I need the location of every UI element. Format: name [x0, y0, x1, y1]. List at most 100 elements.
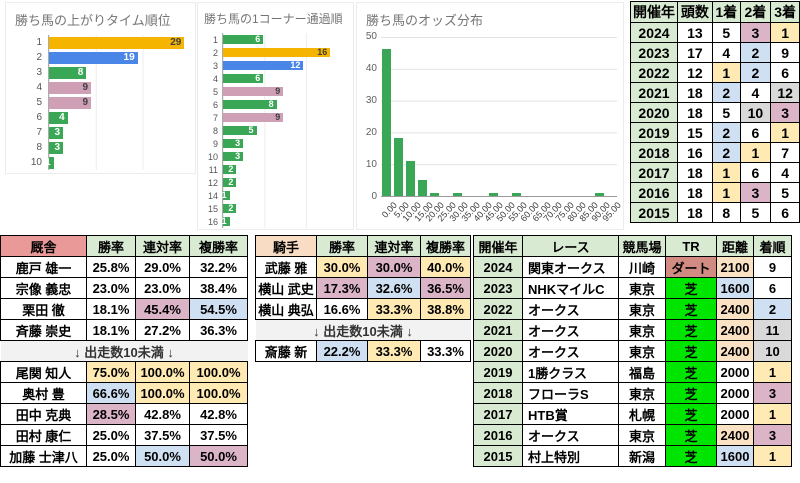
- column-header: TR: [665, 235, 717, 257]
- table-cell: 芝: [665, 382, 717, 404]
- bar-track: 5: [222, 124, 347, 137]
- table-cell: 2: [739, 62, 772, 83]
- table-cell: 36.5%: [420, 277, 471, 299]
- table-cell: 8: [711, 202, 741, 223]
- table-row: 栗田 徹 18.1% 45.4% 54.5%: [0, 298, 248, 320]
- table-cell: 川崎: [618, 256, 666, 278]
- histogram-slot: [405, 160, 417, 196]
- column-header: 競馬場: [618, 235, 666, 257]
- table-cell: 2022: [630, 62, 678, 83]
- bar-track: 9: [48, 95, 189, 110]
- table-cell: 斎藤 新: [255, 340, 317, 362]
- table-cell: 1: [711, 62, 741, 83]
- table-cell: 1: [753, 361, 792, 383]
- table-cell: 3: [770, 102, 800, 123]
- chart-title: 勝ち馬の上がりタイム順位: [15, 13, 171, 28]
- bar: 3: [223, 152, 244, 161]
- table-cell: フローラS: [522, 382, 619, 404]
- table-row: 斉藤 崇史 18.1% 27.2% 36.3%: [0, 319, 248, 341]
- column-header: 連対率: [135, 235, 190, 257]
- bar-track: 2: [222, 163, 347, 176]
- table-cell: 1: [753, 403, 792, 425]
- column-header: 厩舎: [0, 235, 87, 257]
- table-cell: 40.0%: [420, 256, 471, 278]
- table-cell: 1: [770, 22, 800, 43]
- table-cell: 新潟: [618, 445, 666, 467]
- column-header: 2着: [739, 1, 772, 23]
- bar-track: 9: [222, 111, 347, 124]
- histogram-bar: [512, 192, 522, 196]
- table-cell: 芝: [665, 298, 717, 320]
- table-row: 2016 18 1 3 5: [630, 182, 800, 203]
- jockey-stats-table: 騎手 勝率 連対率 複勝率 武藤 雅 30.0% 30.0% 40.0% 横山 武史 17.3% 3…: [255, 235, 471, 362]
- table-cell: 2: [753, 298, 792, 320]
- table-cell: 45.4%: [135, 298, 190, 320]
- bar-value-label: 9: [82, 81, 88, 93]
- chart-title: 勝ち馬の1コーナー通過順: [204, 12, 343, 26]
- table-row: 鹿戸 雄一 25.8% 29.0% 32.2%: [0, 256, 248, 278]
- bar-category-label: 10: [30, 157, 42, 168]
- histogram-bar: [594, 192, 604, 196]
- table-cell: 3: [739, 22, 772, 43]
- bar-category-label: 1: [212, 34, 218, 45]
- bar-track: 1: [45, 155, 189, 170]
- table-cell: 50.0%: [135, 445, 190, 467]
- header-row: 厩舎 勝率 連対率 複勝率: [0, 235, 248, 257]
- histogram-bar: [417, 180, 427, 196]
- table-row: 尾関 知人 75.0% 100.0% 100.0%: [0, 361, 248, 383]
- table-cell: オークス: [522, 298, 619, 320]
- table-row: 宗像 義忠 23.0% 23.0% 38.4%: [0, 277, 248, 299]
- table-cell: 13: [677, 22, 713, 43]
- table-cell: 3: [739, 182, 772, 203]
- table-cell: 横山 典弘: [255, 298, 317, 320]
- table-cell: 芝: [665, 424, 717, 446]
- table-cell: 東京: [618, 340, 666, 362]
- bar-category-label: 10: [207, 151, 218, 162]
- table-row: 武藤 雅 30.0% 30.0% 40.0%: [255, 256, 471, 278]
- table-cell: 12: [770, 82, 800, 103]
- table-cell: 32.6%: [367, 277, 421, 299]
- bar-track: 3: [222, 137, 347, 150]
- table-row: 2021 オークス 東京芝 2400 11: [473, 319, 792, 341]
- table-cell: 6: [770, 202, 800, 223]
- y-tick-label: 50: [365, 31, 377, 42]
- bar-category-label: 2: [36, 52, 42, 63]
- bar-category-label: 8: [212, 125, 218, 136]
- bar: 19: [49, 51, 138, 64]
- table-cell: 2016: [473, 424, 523, 446]
- table-cell: 9: [753, 256, 792, 278]
- table-cell: 1600: [716, 445, 754, 467]
- column-header: 距離: [716, 235, 754, 257]
- table-cell: 30.0%: [367, 256, 421, 278]
- bar-track: 1: [222, 189, 347, 202]
- bar-track: 19: [48, 50, 189, 65]
- table-cell: 18: [677, 82, 713, 103]
- bar-value-label: 2: [228, 177, 234, 187]
- bar-value-label: 6: [255, 73, 261, 83]
- table-cell: 2000: [716, 403, 754, 425]
- table-cell: 東京: [618, 319, 666, 341]
- table-cell: 2000: [716, 361, 754, 383]
- column-header: 3着: [770, 1, 800, 23]
- table-row: 2017 HTB賞 札幌芝 2000 1: [473, 403, 792, 425]
- bar-track: 29: [48, 35, 189, 50]
- table-row: 2015 18 8 5 6: [630, 202, 800, 223]
- table-cell: 25.0%: [86, 445, 136, 467]
- table-cell: 2: [739, 42, 772, 63]
- bar-row: 10 3: [202, 150, 347, 163]
- bar-track: 3: [48, 140, 189, 155]
- bar-value-label: 9: [275, 112, 281, 122]
- table-row: 2023 17 4 2 9: [630, 42, 800, 63]
- yearly-results-table: 開催年 頭数 1着 2着 3着 2024 13 5 3 1 2023 17 4 2 9 2022 12 1 2 6 20…: [630, 1, 800, 223]
- table-row: 田中 克典 28.5% 42.8% 42.8%: [0, 403, 248, 425]
- table-cell: 25.8%: [86, 256, 136, 278]
- bar-category-label: 11: [208, 164, 218, 175]
- chart-plot: 1 6 2 16 3 12 4 6 5 9 6 8 7 9 8 5 9 3 10 3 11 2 12 2 14 1 15 2 16 1: [198, 31, 353, 228]
- table-row: 2022 12 1 2 6: [630, 62, 800, 83]
- table-cell: 2400: [716, 340, 754, 362]
- table-cell: 加藤 士津八: [0, 445, 87, 467]
